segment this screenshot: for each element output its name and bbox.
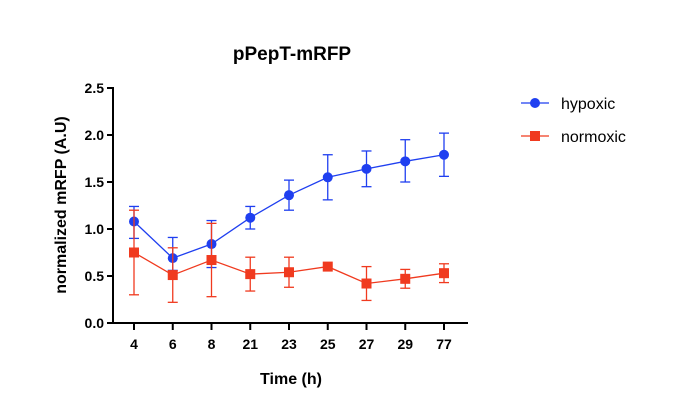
data-point	[439, 268, 449, 279]
chart-title: pPepT-mRFP	[233, 44, 352, 65]
y-tick-label: 1.5	[85, 174, 105, 190]
x-tick-label: 4	[130, 336, 138, 352]
data-point	[322, 261, 333, 272]
plot-area	[129, 132, 449, 303]
x-tick-label: 77	[436, 336, 452, 352]
x-axis-label: Time (h)	[260, 371, 322, 388]
y-tick-label: 2.0	[85, 127, 105, 143]
y-axis-label: normalized mRFP (A.U)	[53, 116, 70, 294]
data-point	[129, 247, 139, 258]
x-tick-label: 8	[208, 336, 216, 352]
legend: hypoxic normoxic	[521, 96, 626, 146]
data-point	[284, 190, 294, 201]
x-tick-label: 23	[281, 336, 297, 352]
legend-marker-normoxic	[530, 131, 540, 141]
y-tick-label: 0.0	[85, 315, 105, 331]
data-point	[400, 156, 411, 167]
data-point	[361, 163, 372, 174]
legend-label-hypoxic: hypoxic	[561, 96, 615, 113]
data-point	[206, 255, 217, 266]
data-point	[439, 149, 449, 160]
y-tick-label: 2.5	[85, 80, 105, 96]
series-hypoxic	[129, 132, 449, 272]
x-tick-label: 27	[359, 336, 375, 352]
data-point	[167, 270, 178, 281]
x-tick-label: 21	[242, 336, 258, 352]
legend-label-normoxic: normoxic	[561, 129, 626, 146]
data-point	[322, 172, 333, 183]
x-tick-label: 6	[169, 336, 177, 352]
y-tick-label: 1.0	[85, 221, 105, 237]
data-point	[284, 267, 294, 278]
y-tick-label: 0.5	[85, 268, 105, 284]
series-normoxic	[129, 209, 449, 303]
data-point	[400, 273, 411, 284]
data-point	[245, 269, 256, 280]
x-tick-label: 29	[397, 336, 413, 352]
data-point	[245, 212, 256, 223]
data-point	[361, 278, 372, 289]
axes: 0.0 0.5 1.0 1.5 2.0 2.5 4 6 8 21 23 25 27 29 77	[85, 80, 468, 352]
legend-marker-hypoxic	[530, 98, 540, 108]
x-tick-label: 25	[320, 336, 336, 352]
